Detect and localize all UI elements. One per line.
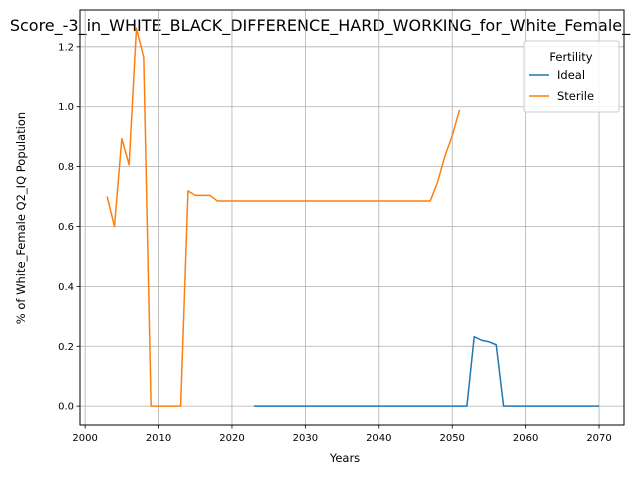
legend-title: Fertility: [549, 50, 592, 64]
legend-label-sterile: Sterile: [557, 89, 594, 103]
y-tick-label: 0.4: [58, 282, 74, 293]
x-axis-ticks: 2000 2010 2020 2030 2040 2050 2060 2070: [72, 425, 612, 444]
x-tick-label: 2050: [439, 433, 464, 444]
y-axis-label: % of White_Female Q2_IQ Population: [14, 112, 28, 324]
y-tick-label: 1.2: [58, 42, 74, 53]
y-tick-label: 0.0: [58, 402, 74, 413]
legend-label-ideal: Ideal: [557, 68, 585, 82]
y-tick-label: 0.6: [58, 222, 74, 233]
x-tick-label: 2000: [72, 433, 97, 444]
x-tick-label: 2060: [513, 433, 538, 444]
x-tick-label: 2040: [366, 433, 391, 444]
plot-area-frame: [79, 9, 625, 426]
legend-box: [523, 40, 620, 113]
x-tick-label: 2020: [219, 433, 244, 444]
y-tick-label: 0.2: [58, 342, 74, 353]
series-line-ideal: [253, 335, 600, 407]
x-axis-label: Years: [329, 451, 360, 465]
series-lines: [106, 27, 600, 407]
x-tick-label: 2010: [146, 433, 171, 444]
y-axis-ticks: 0.0 0.2 0.4 0.6 0.8 1.0 1.2: [58, 42, 80, 413]
x-tick-label: 2030: [293, 433, 318, 444]
legend: Fertility Ideal Sterile: [523, 40, 620, 113]
x-tick-label: 2070: [586, 433, 611, 444]
chart-title: Score_-3_in_WHITE_BLACK_DIFFERENCE_HARD_…: [10, 16, 631, 36]
series-line-sterile: [106, 27, 461, 407]
y-tick-label: 0.8: [58, 162, 74, 173]
y-tick-label: 1.0: [58, 102, 74, 113]
